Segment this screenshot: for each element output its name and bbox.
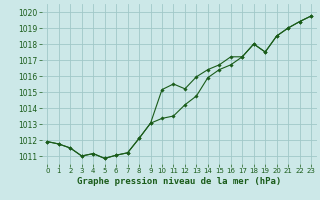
X-axis label: Graphe pression niveau de la mer (hPa): Graphe pression niveau de la mer (hPa): [77, 177, 281, 186]
